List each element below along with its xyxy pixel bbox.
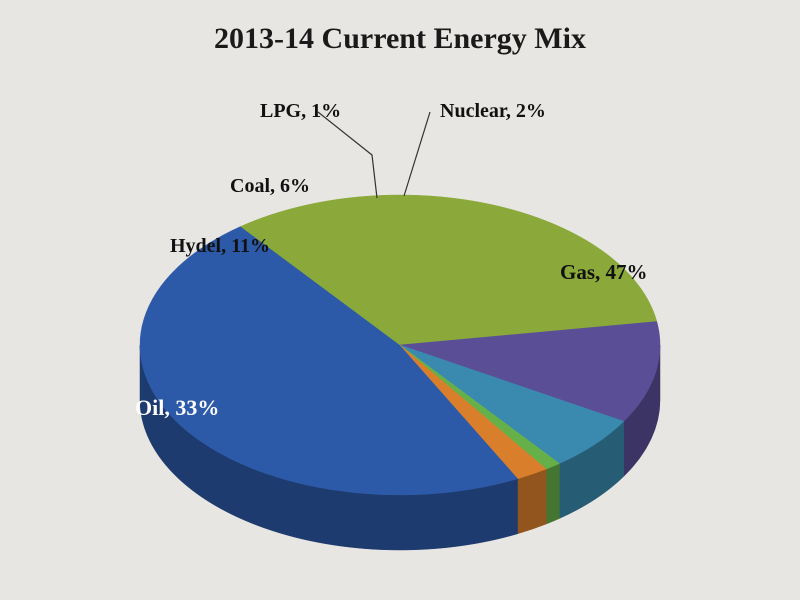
slice-label-lpg: LPG, 1% <box>260 100 341 123</box>
slice-label-coal: Coal, 6% <box>230 175 310 198</box>
chart-container: 2013-14 Current Energy Mix Gas, 47%Oil, … <box>0 0 800 600</box>
pie-side <box>546 464 559 525</box>
slice-label-oil: Oil, 33% <box>135 395 219 421</box>
pie-chart <box>0 0 800 600</box>
leader-line <box>404 112 430 196</box>
pie-side <box>518 469 546 534</box>
slice-label-nuclear: Nuclear, 2% <box>440 100 546 123</box>
leader-line <box>318 112 377 198</box>
slice-label-gas: Gas, 47% <box>560 260 648 285</box>
slice-label-hydel: Hydel, 11% <box>170 235 270 258</box>
